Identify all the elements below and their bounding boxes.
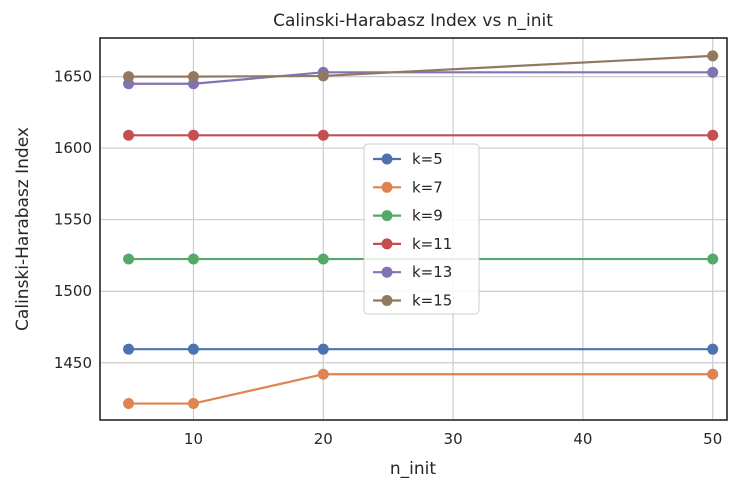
legend-marker	[381, 153, 393, 165]
y-tick-label: 1600	[54, 139, 92, 157]
data-point-k=9	[187, 253, 199, 265]
data-point-k=9	[123, 253, 135, 265]
legend-label: k=11	[412, 235, 452, 253]
y-tick-label: 1550	[54, 211, 92, 229]
data-point-k=15	[187, 71, 199, 83]
legend-marker	[381, 181, 393, 193]
legend-marker	[381, 295, 393, 306]
data-point-k=7	[317, 368, 329, 380]
y-axis-label: Calinski-Harabasz Index	[13, 127, 33, 331]
legend-label: k=5	[412, 150, 443, 168]
data-point-k=5	[707, 343, 719, 355]
data-point-k=7	[123, 398, 135, 410]
chart-title: Calinski-Harabasz Index vs n_init	[273, 11, 553, 31]
data-point-k=15	[123, 71, 135, 83]
y-tick-label: 1450	[54, 354, 92, 372]
y-tick-label: 1650	[54, 68, 92, 86]
legend-label: k=15	[412, 292, 452, 310]
data-point-k=5	[187, 343, 199, 355]
data-point-k=13	[707, 66, 719, 78]
legend-label: k=9	[412, 207, 443, 225]
data-point-k=11	[707, 129, 719, 141]
data-point-k=11	[187, 129, 199, 141]
series-line-k=7	[128, 373, 713, 405]
plot-frame	[99, 37, 728, 421]
x-tick-label: 10	[184, 430, 203, 448]
x-tick-label: 40	[573, 430, 592, 448]
data-point-k=5	[123, 343, 135, 355]
x-axis-label: n_init	[390, 459, 436, 479]
data-point-k=5	[317, 343, 329, 355]
data-point-k=9	[707, 253, 719, 265]
data-point-k=11	[317, 129, 329, 141]
legend-marker	[381, 266, 393, 278]
data-point-k=15	[317, 70, 329, 82]
data-point-k=7	[707, 368, 719, 380]
data-point-k=9	[317, 253, 329, 265]
series-line-k=13	[128, 71, 713, 85]
series-line-k=15	[128, 54, 713, 78]
legend-marker	[381, 210, 393, 222]
x-tick-label: 30	[444, 430, 463, 448]
data-point-k=15	[707, 50, 719, 62]
data-point-k=11	[123, 129, 135, 141]
legend-box	[363, 143, 480, 315]
legend: k=5 k=7 k=9 k=11 k=13 k=15	[363, 143, 480, 315]
x-tick-label: 20	[314, 430, 333, 448]
legend-label: k=7	[412, 178, 443, 196]
y-tick-label: 1500	[54, 282, 92, 300]
data-point-k=7	[187, 398, 199, 410]
x-tick-label: 50	[703, 430, 722, 448]
legend-marker	[381, 238, 393, 250]
legend-label: k=13	[412, 263, 452, 281]
